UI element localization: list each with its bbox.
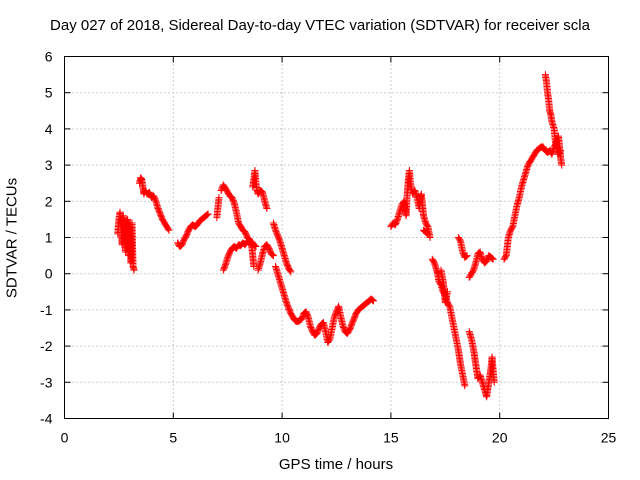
data-point	[164, 225, 172, 233]
x-tick-label: 20	[492, 430, 508, 446]
data-point	[557, 147, 565, 155]
data-point	[263, 205, 271, 213]
data-point	[269, 252, 277, 260]
data-point	[250, 262, 258, 270]
data-point	[230, 198, 238, 206]
y-tick-label: -4	[40, 411, 53, 427]
data-point	[369, 297, 377, 305]
data-point	[165, 226, 173, 234]
y-tick-label: -3	[40, 374, 53, 390]
data-point	[426, 234, 434, 241]
data-point	[462, 253, 470, 261]
data-point	[369, 296, 377, 304]
chart-title: Day 027 of 2018, Sidereal Day-to-day VTE…	[50, 17, 590, 34]
data-point	[462, 252, 470, 260]
grid-lines	[64, 56, 609, 419]
x-tick-label: 15	[383, 430, 399, 446]
x-axis-label: GPS time / hours	[278, 456, 394, 473]
data-point	[488, 255, 496, 263]
data-point	[443, 288, 451, 296]
data-point	[368, 296, 376, 304]
data-point	[287, 268, 295, 276]
y-tick-label: 2	[45, 193, 53, 209]
y-tick-label: 6	[45, 49, 53, 65]
data-point	[488, 254, 496, 262]
y-tick-label: 4	[45, 121, 53, 137]
x-tick-label: 0	[61, 430, 69, 446]
data-point	[304, 312, 312, 320]
data-point	[489, 255, 497, 263]
y-tick-label: 0	[45, 266, 53, 282]
x-tick-label: 5	[169, 430, 177, 446]
data-point	[215, 194, 223, 202]
y-tick-label: 3	[45, 157, 53, 173]
x-tick-label: 25	[601, 430, 617, 446]
data-point	[251, 241, 259, 249]
data-point	[203, 211, 211, 219]
data-point	[203, 211, 211, 219]
data-point	[463, 252, 471, 260]
data-point	[269, 251, 277, 259]
data-point	[130, 266, 138, 274]
data-point	[286, 267, 294, 275]
x-tick-label: 10	[274, 430, 290, 446]
y-tick-label: -2	[40, 338, 53, 354]
data-point	[424, 230, 432, 238]
data-series	[114, 71, 566, 401]
data-point	[423, 229, 431, 237]
data-point	[251, 242, 259, 250]
data-point	[422, 229, 430, 237]
y-tick-label: 5	[45, 85, 53, 101]
axis-ticks: 0 5 10 15 20 25 -4 -3 -2 -1 0 1 2 3 4 5 6	[40, 49, 616, 446]
y-tick-label: 1	[45, 230, 53, 246]
data-point	[558, 161, 566, 169]
data-point	[556, 148, 564, 156]
data-point	[461, 382, 469, 390]
data-point	[490, 378, 498, 386]
data-point	[252, 243, 260, 251]
data-point	[268, 250, 276, 258]
y-tick-label: -1	[40, 302, 53, 318]
data-point	[204, 210, 212, 218]
